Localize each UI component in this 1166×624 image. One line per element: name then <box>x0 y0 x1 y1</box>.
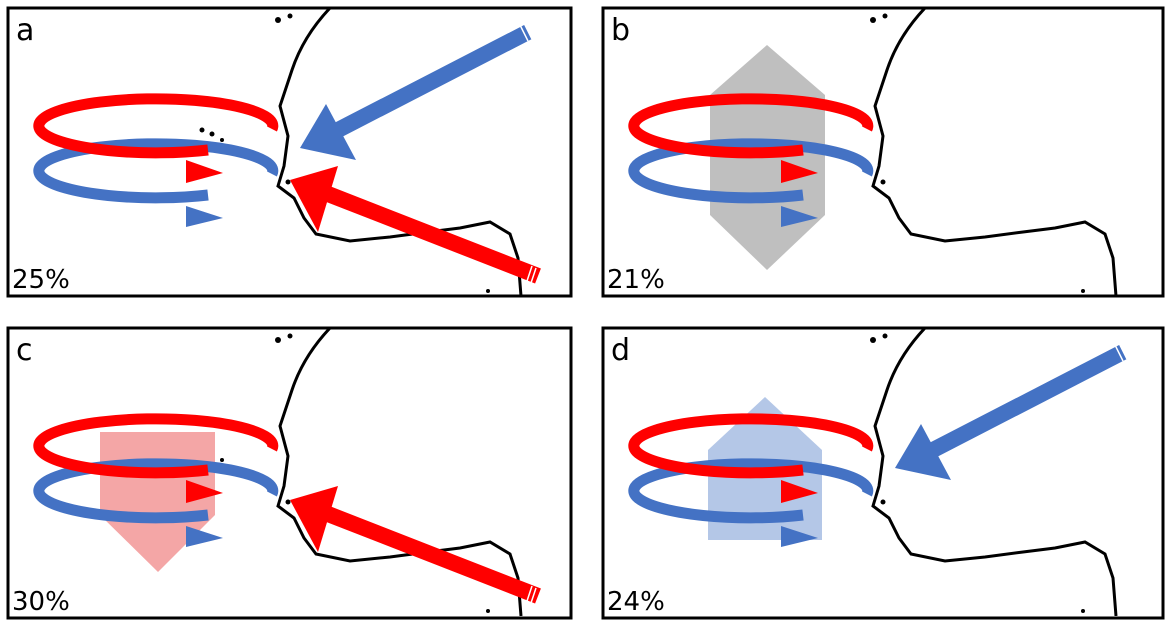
panel-label: d <box>611 333 630 368</box>
panel-label: a <box>16 13 34 48</box>
panel-a: a 25% <box>8 8 571 296</box>
panel-c: c 30% <box>8 328 571 618</box>
panel-d: d 24% <box>603 328 1163 618</box>
panel-percent: 21% <box>607 265 665 295</box>
panel-b: b 21% <box>603 8 1163 296</box>
panel-percent: 24% <box>607 587 665 617</box>
panel-percent: 30% <box>12 587 70 617</box>
figure: a 25% b 21% c 30% d 24% <box>0 0 1166 624</box>
panel-label: b <box>611 13 630 48</box>
panel-percent: 25% <box>12 265 70 295</box>
panel-label: c <box>16 333 33 368</box>
